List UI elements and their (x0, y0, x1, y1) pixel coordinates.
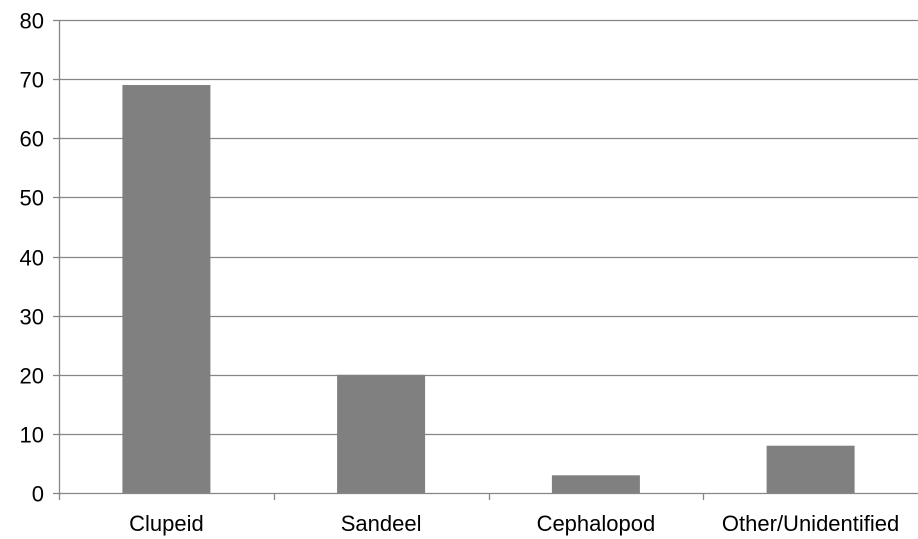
y-tick-label-40: 40 (20, 246, 44, 271)
y-tick-label-10: 10 (20, 423, 44, 448)
x-category-label-clupeid: Clupeid (129, 511, 204, 536)
bar-other-unidentified (766, 445, 855, 493)
bar-sandeel (337, 374, 426, 494)
axes (53, 19, 918, 500)
x-category-label-sandeel: Sandeel (341, 511, 422, 536)
bar-cephalopod (551, 475, 640, 493)
y-tick-label-30: 30 (20, 305, 44, 330)
y-tick-label-80: 80 (20, 9, 44, 34)
x-category-label-other-unidentified: Other/Unidentified (722, 511, 899, 536)
y-tick-label-50: 50 (20, 186, 44, 211)
x-category-labels: Clupeid Sandeel Cephalopod Other/Unidentifi… (129, 511, 899, 536)
y-tick-labels: 0 10 20 30 40 50 60 70 80 (20, 9, 44, 507)
bars (122, 85, 855, 494)
x-category-label-cephalopod: Cephalopod (537, 511, 656, 536)
y-tick-label-20: 20 (20, 364, 44, 389)
y-tick-label-70: 70 (20, 68, 44, 93)
y-tick-label-60: 60 (20, 127, 44, 152)
y-tick-label-0: 0 (32, 482, 44, 507)
bar-clupeid (122, 85, 211, 493)
